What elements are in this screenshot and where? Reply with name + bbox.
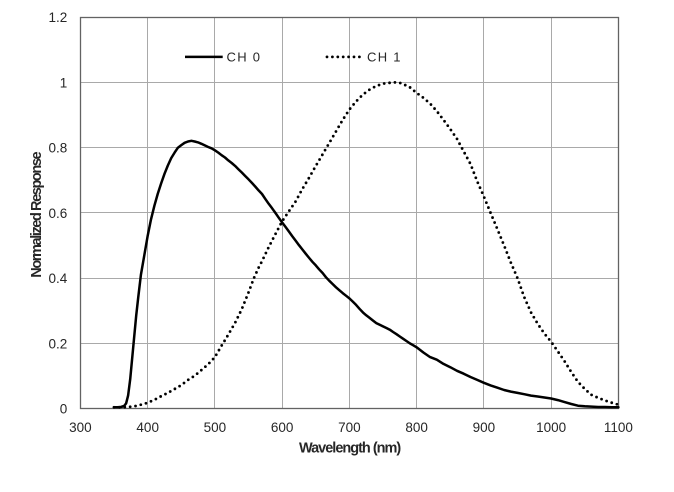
svg-text:700: 700 [338, 420, 361, 435]
svg-text:0.6: 0.6 [49, 206, 68, 221]
svg-text:0: 0 [60, 402, 68, 417]
svg-text:500: 500 [204, 420, 227, 435]
svg-text:1100: 1100 [604, 420, 633, 435]
svg-text:Normalized Response: Normalized Response [29, 152, 45, 278]
svg-text:300: 300 [69, 420, 92, 435]
svg-text:CH 1: CH 1 [367, 50, 402, 65]
svg-text:0.4: 0.4 [49, 271, 68, 286]
svg-text:CH 0: CH 0 [227, 50, 262, 65]
svg-text:1000: 1000 [536, 420, 566, 435]
svg-text:1.2: 1.2 [49, 10, 68, 25]
svg-text:Wavelength (nm): Wavelength (nm) [299, 441, 401, 457]
svg-text:400: 400 [136, 420, 159, 435]
svg-text:0.2: 0.2 [49, 336, 68, 351]
svg-text:1: 1 [60, 75, 68, 90]
svg-text:800: 800 [405, 420, 428, 435]
svg-text:900: 900 [473, 420, 496, 435]
svg-text:0.8: 0.8 [49, 141, 68, 156]
svg-text:600: 600 [271, 420, 294, 435]
